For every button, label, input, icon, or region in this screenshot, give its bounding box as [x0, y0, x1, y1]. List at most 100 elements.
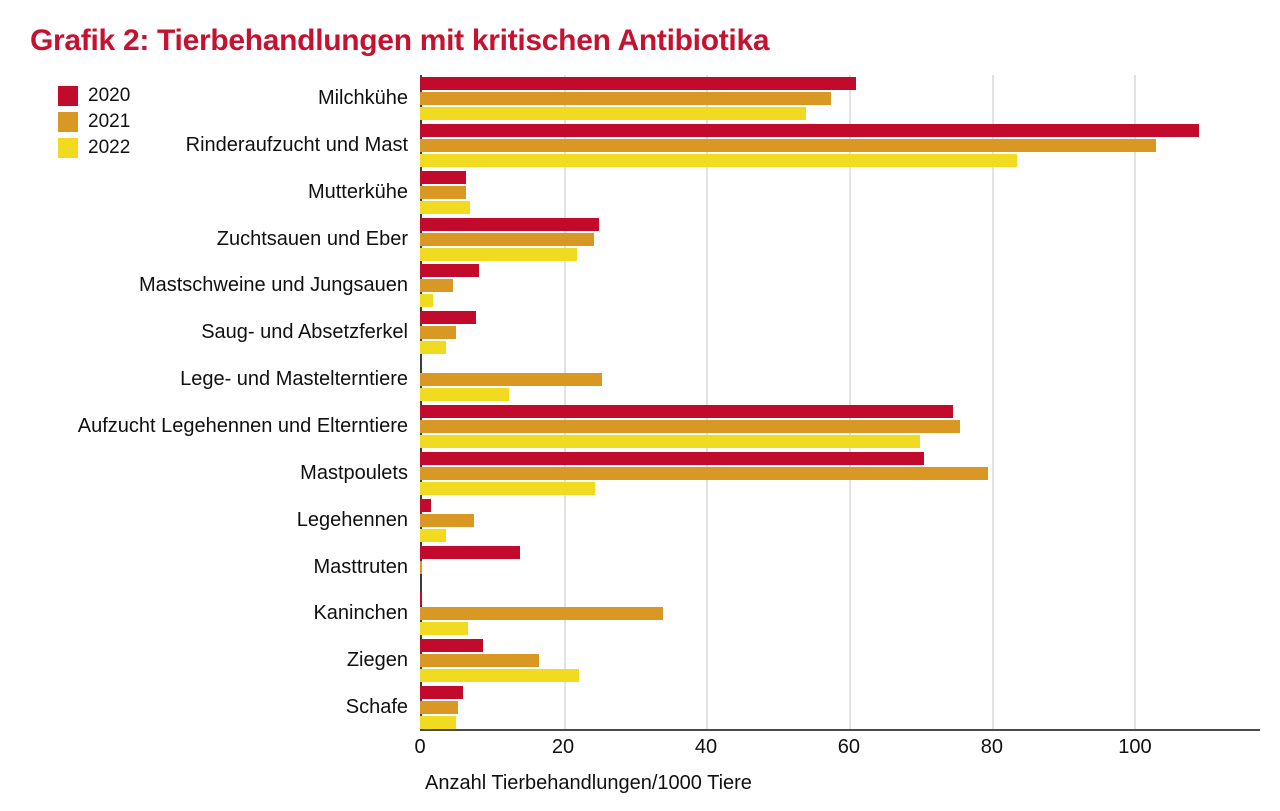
bar-group	[420, 216, 1260, 263]
bar-group	[420, 590, 1260, 637]
category-label: Mutterkühe	[307, 180, 408, 203]
bar-group	[420, 450, 1260, 497]
x-axis-title: Anzahl Tierbehandlungen/1000 Tiere	[425, 772, 752, 794]
gridline-100	[1134, 75, 1137, 729]
bar-2020	[420, 76, 857, 90]
bar-2021	[420, 373, 603, 387]
category-label: Lege- und Mastelterntiere	[180, 368, 408, 391]
bar-2021	[420, 279, 453, 293]
bar-group	[420, 262, 1260, 309]
category-label: Rinderaufzucht und Mast	[185, 133, 408, 156]
category-label: Mastpoulets	[300, 461, 408, 484]
category-label: Kaninchen	[313, 602, 408, 625]
chart-row: Legehennen	[0, 497, 1260, 544]
bar-2020	[420, 311, 476, 325]
category-label: Milchkühe	[317, 86, 408, 109]
bar-2020	[420, 404, 953, 418]
legend-label: 2020	[88, 85, 131, 106]
bar-2021	[420, 326, 456, 340]
chart-row: Milchkühe	[0, 75, 1260, 122]
bar-2022	[420, 481, 596, 495]
bar-2022	[420, 341, 446, 355]
bar-group	[420, 544, 1260, 591]
bar-2021	[420, 232, 594, 246]
bar-2020	[420, 592, 423, 606]
bar-group	[420, 75, 1260, 122]
bar-2022	[420, 247, 578, 261]
bar-2021	[420, 701, 458, 715]
plot-area	[420, 75, 1260, 731]
chart-row: Zuchtsauen und Eber	[0, 216, 1260, 263]
legend-swatch-2022	[58, 138, 78, 158]
bar-group	[420, 169, 1260, 216]
x-tick-label-20: 20	[551, 736, 575, 758]
bar-2020	[420, 217, 599, 231]
category-label: Schafe	[345, 696, 408, 719]
x-axis-ticks: 0 20 40 60 80 100	[414, 736, 1260, 762]
chart-row: Mastschweine und Jungsauen	[0, 262, 1260, 309]
bar-group	[420, 497, 1260, 544]
bar-2021	[420, 466, 989, 480]
x-tick-label-100: 100	[1118, 736, 1152, 758]
bar-group	[420, 403, 1260, 450]
category-label: Masttruten	[313, 555, 408, 578]
chart-rows: Milchkühe Rinderaufzucht und Mast Mutterkü…	[0, 75, 1260, 731]
bar-2020	[420, 686, 463, 700]
chart-row: Mastpoulets	[0, 450, 1260, 497]
category-label: Ziegen	[346, 649, 408, 672]
legend-label: 2022	[88, 137, 131, 158]
legend-item-2022: 2022	[58, 138, 130, 158]
x-tick-label-80: 80	[980, 736, 1004, 758]
category-label: Mastschweine und Jungsauen	[138, 274, 408, 297]
bar-2022	[420, 153, 1017, 167]
chart-title: Grafik 2: Tierbehandlungen mit kritische…	[30, 24, 770, 57]
bar-2022	[420, 669, 580, 683]
x-tick-label-60: 60	[837, 736, 861, 758]
bar-2022	[420, 622, 468, 636]
category-label: Aufzucht Legehennen und Elterntiere	[77, 414, 408, 437]
bar-2020	[420, 264, 480, 278]
category-label: Legehennen	[296, 508, 408, 531]
category-label: Zuchtsauen und Eber	[216, 227, 408, 250]
bar-2021	[420, 607, 664, 621]
chart-row: Kaninchen	[0, 590, 1260, 637]
bar-group	[420, 356, 1260, 403]
bar-2022	[420, 528, 447, 542]
gridline-20	[563, 75, 566, 729]
bar-2020	[420, 498, 431, 512]
chart-row: Schafe	[0, 684, 1260, 731]
bar-2022	[420, 200, 471, 214]
bar-group	[420, 309, 1260, 356]
bar-2021	[420, 185, 466, 199]
legend-label: 2021	[88, 111, 131, 132]
x-tick-label-40: 40	[694, 736, 718, 758]
chart-row: Masttruten	[0, 544, 1260, 591]
bar-2022	[420, 294, 433, 308]
gridline-60	[848, 75, 851, 729]
chart-row: Saug- und Absetzferkel	[0, 309, 1260, 356]
bar-group	[420, 684, 1260, 731]
gridline-40	[706, 75, 709, 729]
legend-item-2021: 2021	[58, 112, 130, 132]
bar-2020	[420, 639, 483, 653]
bar-2021	[420, 654, 540, 668]
bar-2022	[420, 106, 807, 120]
bar-2022	[420, 388, 510, 402]
bar-2020	[420, 170, 466, 184]
bar-2021	[420, 560, 423, 574]
x-tick-label-0: 0	[414, 736, 426, 758]
bar-group	[420, 637, 1260, 684]
chart-row: Aufzucht Legehennen und Elterntiere	[0, 403, 1260, 450]
chart-row: Ziegen	[0, 637, 1260, 684]
category-label: Saug- und Absetzferkel	[201, 321, 408, 344]
bar-2021	[420, 91, 832, 105]
gridline-80	[991, 75, 994, 729]
legend-swatch-2021	[58, 112, 78, 132]
legend-swatch-2020	[58, 86, 78, 106]
chart-row: Rinderaufzucht und Mast	[0, 122, 1260, 169]
bar-2022	[420, 716, 456, 730]
bar-group	[420, 122, 1260, 169]
bar-2020	[420, 451, 924, 465]
chart-row: Lege- und Mastelterntiere	[0, 356, 1260, 403]
bar-2022	[420, 434, 921, 448]
